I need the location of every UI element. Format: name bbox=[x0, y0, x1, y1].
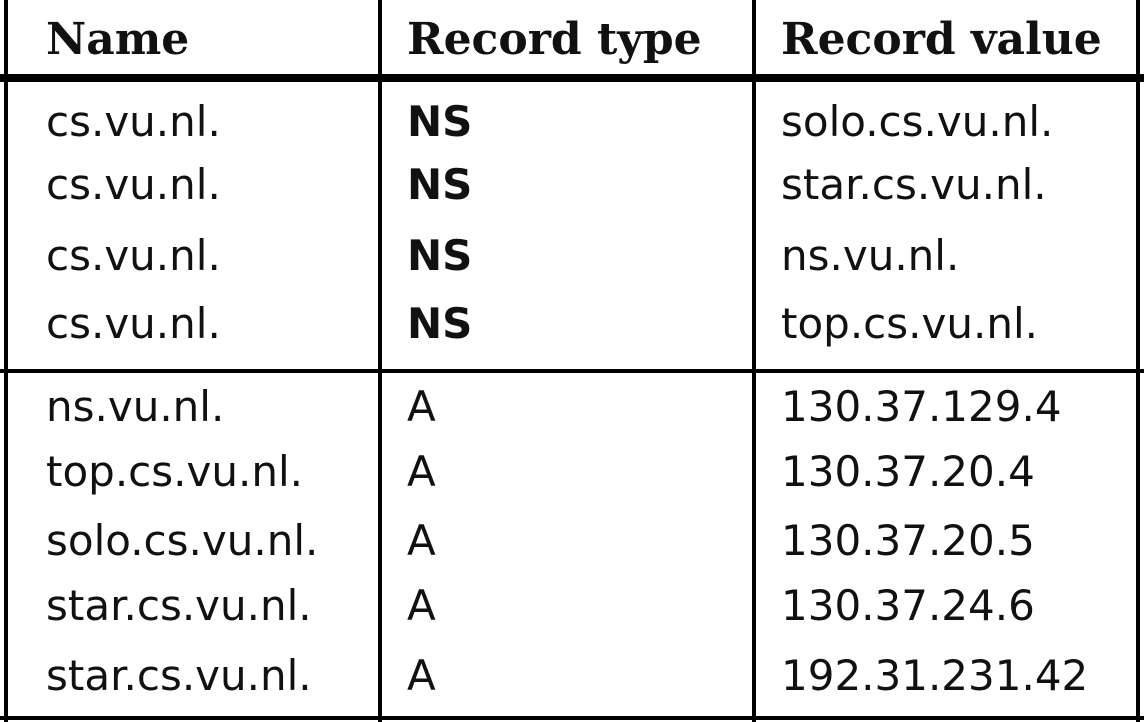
row-4-value: top.cs.vu.nl. bbox=[781, 299, 1038, 348]
row-9-type: A bbox=[407, 651, 436, 700]
row-7-name: solo.cs.vu.nl. bbox=[46, 516, 319, 565]
row-7-type: A bbox=[407, 516, 436, 565]
row-5-type: A bbox=[407, 382, 436, 431]
row-1-name: cs.vu.nl. bbox=[46, 97, 221, 146]
column-divider-type-value bbox=[752, 0, 756, 722]
row-9-name: star.cs.vu.nl. bbox=[46, 651, 312, 700]
row-3-name: cs.vu.nl. bbox=[46, 231, 221, 280]
column-divider-name-type bbox=[378, 0, 382, 722]
header-rule bbox=[0, 74, 1144, 82]
row-8-type: A bbox=[407, 581, 436, 630]
row-6-value: 130.37.20.4 bbox=[781, 447, 1035, 496]
table-left-border bbox=[4, 0, 8, 722]
row-8-name: star.cs.vu.nl. bbox=[46, 581, 312, 630]
table-bottom-border bbox=[0, 716, 1144, 720]
table-right-border bbox=[1136, 0, 1140, 722]
header-name: Name bbox=[46, 14, 190, 65]
header-record-type: Record type bbox=[407, 14, 702, 65]
row-6-name: top.cs.vu.nl. bbox=[46, 447, 303, 496]
group-divider bbox=[0, 369, 1144, 373]
row-2-name: cs.vu.nl. bbox=[46, 160, 221, 209]
row-4-type: NS bbox=[407, 299, 473, 348]
row-5-name: ns.vu.nl. bbox=[46, 382, 225, 431]
row-4-name: cs.vu.nl. bbox=[46, 299, 221, 348]
header-record-value: Record value bbox=[781, 14, 1102, 65]
row-3-type: NS bbox=[407, 231, 473, 280]
row-5-value: 130.37.129.4 bbox=[781, 382, 1062, 431]
row-1-type: NS bbox=[407, 97, 473, 146]
row-8-value: 130.37.24.6 bbox=[781, 581, 1035, 630]
row-7-value: 130.37.20.5 bbox=[781, 516, 1035, 565]
row-9-value: 192.31.231.42 bbox=[781, 651, 1089, 700]
row-2-type: NS bbox=[407, 160, 473, 209]
row-1-value: solo.cs.vu.nl. bbox=[781, 97, 1054, 146]
row-3-value: ns.vu.nl. bbox=[781, 231, 960, 280]
row-6-type: A bbox=[407, 447, 436, 496]
row-2-value: star.cs.vu.nl. bbox=[781, 160, 1047, 209]
